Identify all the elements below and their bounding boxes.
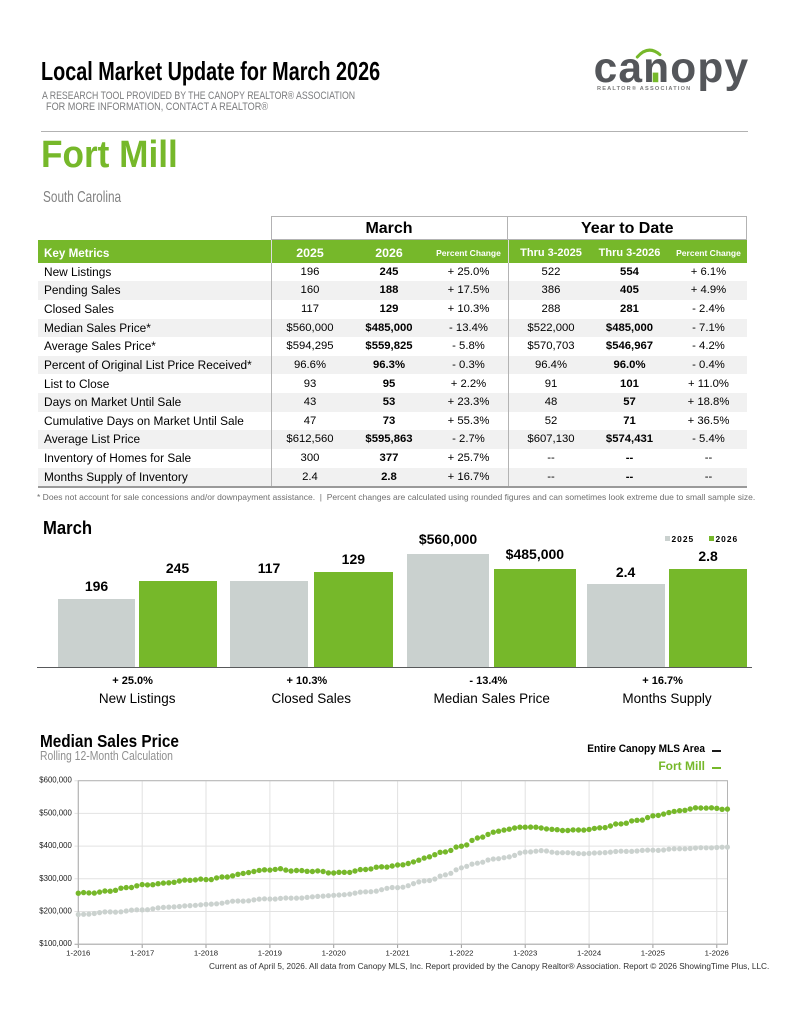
svg-text:$200,000: $200,000 [39, 907, 72, 916]
svg-text:1-2023: 1-2023 [513, 949, 537, 958]
svg-text:REALTOR® ASSOCIATION: REALTOR® ASSOCIATION [597, 85, 691, 92]
svg-text:$600,000: $600,000 [39, 776, 72, 785]
svg-text:1-2020: 1-2020 [322, 949, 346, 958]
svg-text:1-2016: 1-2016 [66, 949, 90, 958]
svg-text:1-2021: 1-2021 [386, 949, 410, 958]
svg-text:1-2019: 1-2019 [258, 949, 282, 958]
svg-text:1-2025: 1-2025 [641, 949, 665, 958]
svg-text:1-2024: 1-2024 [577, 949, 601, 958]
svg-text:1-2026: 1-2026 [705, 949, 729, 958]
svg-text:canopy: canopy [594, 45, 749, 92]
svg-text:$500,000: $500,000 [39, 808, 72, 817]
svg-text:$400,000: $400,000 [39, 841, 72, 850]
svg-text:1-2022: 1-2022 [449, 949, 473, 958]
svg-text:$300,000: $300,000 [39, 874, 72, 883]
svg-text:1-2018: 1-2018 [194, 949, 218, 958]
svg-text:1-2017: 1-2017 [130, 949, 154, 958]
svg-text:$100,000: $100,000 [39, 939, 72, 948]
